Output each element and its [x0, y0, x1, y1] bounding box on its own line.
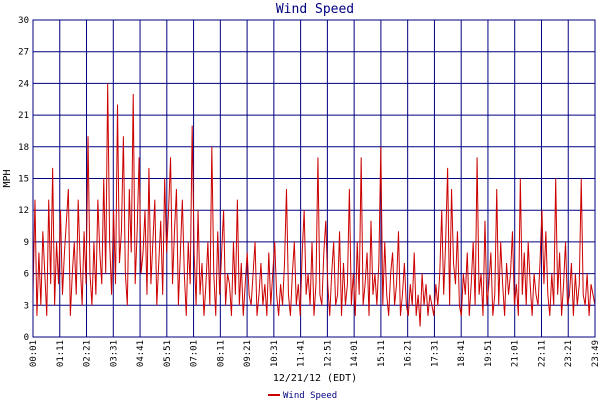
x-tick-label: 21:01 [511, 340, 521, 367]
x-tick-label: 19:51 [484, 340, 494, 367]
x-tick-label: 01:11 [56, 340, 66, 367]
y-tick-label: 9 [24, 238, 29, 248]
x-axis-ticks: 00:01 01:11 02:21 03:31 04:41 05:51 07:01 08:11… [29, 340, 600, 367]
x-tick-label: 11:41 [297, 340, 307, 367]
x-tick-label: 09:21 [243, 340, 253, 367]
x-tick-label: 16:21 [404, 340, 414, 367]
x-tick-label: 14:01 [350, 340, 360, 367]
x-tick-label: 23:21 [564, 340, 574, 367]
y-axis-ticks: 0 3 6 9 12 15 18 21 24 27 30 [18, 16, 29, 343]
x-tick-label: 00:01 [29, 340, 39, 367]
series-wind-speed-line [32, 83, 596, 327]
y-tick-label: 27 [18, 48, 29, 58]
x-tick-label: 22:11 [537, 340, 547, 367]
y-tick-label: 24 [18, 79, 29, 89]
y-tick-label: 30 [18, 16, 29, 26]
y-tick-label: 0 [24, 333, 29, 343]
y-tick-label: 18 [18, 143, 29, 153]
chart-grid [33, 19, 595, 338]
y-tick-label: 6 [24, 270, 29, 280]
plot-area-border [32, 19, 596, 338]
x-tick-label: 03:31 [109, 340, 119, 367]
x-tick-label: 12:51 [323, 340, 333, 367]
series-layer [32, 83, 596, 327]
y-tick-label: 3 [24, 301, 29, 311]
y-axis-label: MPH [2, 169, 13, 187]
chart-legend: Wind Speed [268, 391, 337, 400]
legend-label-wind-speed: Wind Speed [283, 391, 337, 400]
x-tick-label: 08:11 [216, 340, 226, 367]
x-axis-label: 12/21/12 (EDT) [273, 373, 357, 384]
x-tick-label: 18:41 [457, 340, 467, 367]
y-tick-label: 21 [18, 111, 29, 121]
x-tick-label: 17:31 [430, 340, 440, 367]
x-tick-label: 10:31 [270, 340, 280, 367]
x-tick-label: 02:21 [83, 340, 93, 367]
y-tick-label: 15 [18, 175, 29, 185]
x-tick-label: 04:41 [136, 340, 146, 367]
x-tick-label: 23:49 [591, 340, 600, 367]
x-tick-label: 15:11 [377, 340, 387, 367]
y-tick-label: 12 [18, 206, 29, 216]
x-tick-label: 05:51 [163, 340, 173, 367]
chart-title: Wind Speed [276, 2, 354, 17]
x-tick-label: 07:01 [190, 340, 200, 367]
